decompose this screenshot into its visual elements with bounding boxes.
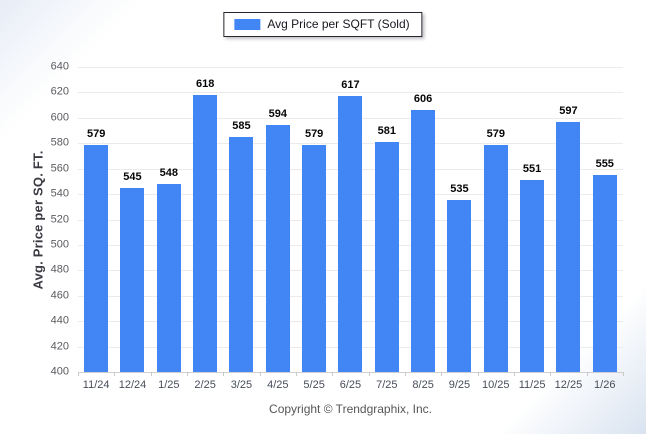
x-tick-label: 8/25 (412, 379, 434, 391)
bar-value-label: 617 (341, 79, 360, 92)
bar-slot: 594 4/25 (260, 67, 296, 391)
x-axis-tick (405, 372, 406, 376)
bar-slot: 545 12/24 (114, 67, 150, 390)
y-tick-label: 440 (50, 314, 69, 327)
bar (84, 144, 109, 372)
plot-area: 400 420 440 460 480 500 520 540 560 580 600 620 640 5… (51, 61, 624, 391)
bar-value-label: 551 (522, 163, 542, 176)
x-tick-label: 3/25 (230, 379, 253, 391)
bar (265, 125, 290, 372)
x-tick-label: 11/25 (518, 379, 546, 391)
x-axis-tick (150, 372, 152, 376)
x-tick-label: 10/25 (482, 379, 510, 391)
y-tick-label: 520 (50, 213, 69, 225)
bar (592, 175, 617, 372)
y-tick-label: 500 (50, 238, 69, 251)
x-axis-tick (477, 372, 479, 376)
bar (120, 187, 145, 372)
bar (411, 110, 436, 372)
bar-slot: 579 11/24 (78, 67, 114, 390)
x-axis-tick (259, 372, 261, 376)
x-axis-tick (586, 372, 588, 376)
bar (520, 180, 545, 372)
bar (156, 183, 181, 372)
bar-value-label: 585 (232, 119, 251, 132)
x-axis-tick (514, 372, 515, 376)
bar (193, 94, 218, 372)
bar-slot: 618 2/25 (187, 67, 223, 391)
gridline (78, 92, 623, 94)
bar-slot: 579 10/25 (478, 67, 514, 390)
bar (338, 96, 363, 372)
legend-swatch-icon (234, 18, 261, 30)
x-axis-tick (550, 372, 552, 376)
bar-value-label: 597 (559, 104, 578, 117)
bar-value-label: 548 (159, 166, 178, 179)
x-axis-tick (332, 372, 334, 376)
x-tick-label: 5/25 (303, 379, 325, 391)
bar (447, 200, 472, 372)
bar-value-label: 579 (304, 127, 324, 140)
x-tick-label: 1/25 (158, 379, 180, 391)
bar (302, 144, 327, 372)
x-axis-tick (187, 372, 188, 376)
bar (229, 136, 254, 372)
bar (556, 121, 581, 372)
bar-value-label: 581 (377, 124, 396, 137)
bar-value-label: 545 (123, 170, 142, 183)
gridline (78, 372, 623, 373)
y-tick-label: 400 (50, 365, 69, 378)
x-tick-label: 12/24 (118, 379, 147, 391)
x-axis-tick (441, 372, 443, 376)
y-tick-label: 640 (50, 60, 69, 73)
bar-slot: 535 9/25 (441, 67, 477, 391)
y-tick-label: 540 (50, 187, 69, 200)
y-tick-label: 460 (50, 289, 69, 302)
bar-slot: 579 5/25 (296, 67, 332, 391)
x-axis-tick (296, 372, 297, 376)
x-tick-label: 9/25 (448, 379, 471, 391)
bar-value-label: 535 (450, 183, 469, 196)
x-tick-label: 1/26 (594, 379, 616, 391)
bar (483, 144, 508, 372)
x-tick-label: 11/24 (82, 379, 110, 391)
bar-slot: 617 6/25 (332, 67, 368, 391)
bar-slot: 551 11/25 (514, 67, 550, 391)
bars-container: 579 11/24 545 12/24 548 1/25 618 2/25 585 3/25 594… (78, 67, 623, 391)
x-tick-label: 6/25 (339, 379, 362, 391)
x-tick-label: 4/25 (267, 379, 289, 391)
bar-slot: 597 12/25 (550, 67, 586, 390)
y-tick-label: 480 (50, 263, 69, 276)
bar-slot: 548 1/25 (151, 67, 187, 391)
x-tick-label: 2/25 (194, 379, 216, 391)
x-axis-tick (78, 372, 79, 376)
x-axis-tick (223, 372, 225, 376)
bar-slot: 606 8/25 (405, 67, 441, 391)
bar-slot: 585 3/25 (223, 67, 259, 391)
x-tick-label: 7/25 (376, 379, 398, 391)
copyright-text: Copyright © Trendgraphix, Inc. (269, 402, 432, 416)
chart-legend: Avg Price per SQFT (Sold) (223, 12, 423, 37)
y-tick-label: 420 (50, 340, 69, 353)
legend-label: Avg Price per SQFT (Sold) (267, 17, 410, 31)
x-tick-label: 12/25 (554, 379, 583, 391)
x-axis-tick (114, 372, 116, 376)
bar-slot: 555 1/26 (587, 67, 623, 391)
x-axis-tick (368, 372, 370, 376)
y-tick-label: 620 (50, 85, 69, 98)
y-tick-label: 560 (50, 162, 69, 175)
gridline (78, 67, 623, 68)
bar (374, 141, 399, 372)
y-tick-label: 580 (50, 136, 69, 149)
bar-value-label: 555 (595, 158, 614, 171)
bar-value-label: 594 (268, 108, 287, 121)
x-axis-tick (623, 372, 624, 376)
bar-value-label: 579 (86, 127, 106, 140)
bar-slot: 581 7/25 (369, 67, 405, 391)
y-tick-label: 600 (50, 111, 69, 124)
bar-value-label: 579 (486, 127, 505, 140)
bar-value-label: 618 (195, 77, 215, 90)
bar-value-label: 606 (413, 93, 433, 106)
